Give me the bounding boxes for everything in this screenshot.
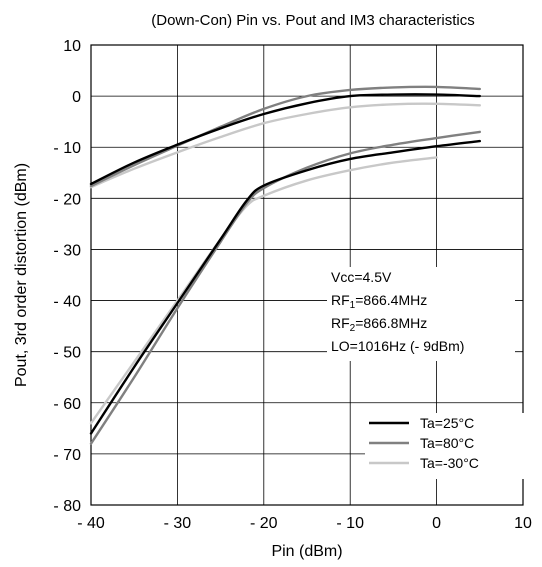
legend-label: Ta=80°C — [420, 435, 474, 451]
series-line-pout — [89, 85, 481, 188]
annotation-line: Vcc=4.5V — [331, 269, 392, 285]
y-tick-label: 0 — [72, 89, 81, 106]
series-line-pout — [89, 102, 481, 189]
y-tick-labels: 10 0 - 10 - 20 - 30 - 40 - 50 - 60 - 70 - 80 — [53, 38, 81, 515]
y-tick-label: - 70 — [53, 447, 81, 464]
annotation-line: RF1=866.4MHz — [331, 292, 427, 311]
y-tick-label: - 20 — [53, 191, 81, 208]
annotation-line: LO=1016Hz (- 9dBm) — [331, 338, 464, 354]
plot-frame — [90, 44, 524, 506]
series-line-im3 — [89, 139, 481, 435]
legend-label: Ta=-30°C — [420, 455, 479, 471]
y-tick-label: 10 — [63, 38, 81, 55]
y-tick-label: - 30 — [53, 242, 81, 259]
y-tick-label: - 50 — [53, 345, 81, 362]
annotation-background — [327, 267, 515, 361]
x-tick-label: - 40 — [77, 515, 105, 532]
chart-title: (Down-Con) Pin vs. Pout and IM3 characte… — [151, 12, 474, 29]
y-tick-label: - 10 — [53, 140, 81, 157]
legend-label: Ta=25°C — [420, 415, 474, 431]
y-tick-label: - 40 — [53, 294, 81, 311]
series-line-im3 — [89, 156, 438, 425]
conditions-annotation: Vcc=4.5V RF1=866.4MHz RF2=866.8MHz LO=1016H… — [327, 267, 515, 361]
series-lines — [89, 85, 481, 445]
y-tick-label: - 80 — [53, 498, 81, 515]
x-tick-label: 0 — [432, 515, 441, 532]
x-axis-label: Pin (dBm) — [271, 543, 342, 560]
x-tick-label: 10 — [514, 515, 532, 532]
legend: Ta=25°C Ta=80°C Ta=-30°C — [365, 413, 525, 479]
y-axis-label: Pout, 3rd order distortion (dBm) — [13, 163, 30, 387]
x-tick-label: - 20 — [250, 515, 278, 532]
y-tick-label: - 60 — [53, 396, 81, 413]
x-tick-label: - 10 — [336, 515, 364, 532]
x-tick-labels: - 40 - 30 - 20 - 10 0 10 — [77, 515, 532, 532]
series-line-pout — [89, 93, 481, 186]
annotation-line: RF2=866.8MHz — [331, 315, 427, 334]
x-tick-label: - 30 — [164, 515, 192, 532]
series-line-im3 — [89, 130, 481, 445]
